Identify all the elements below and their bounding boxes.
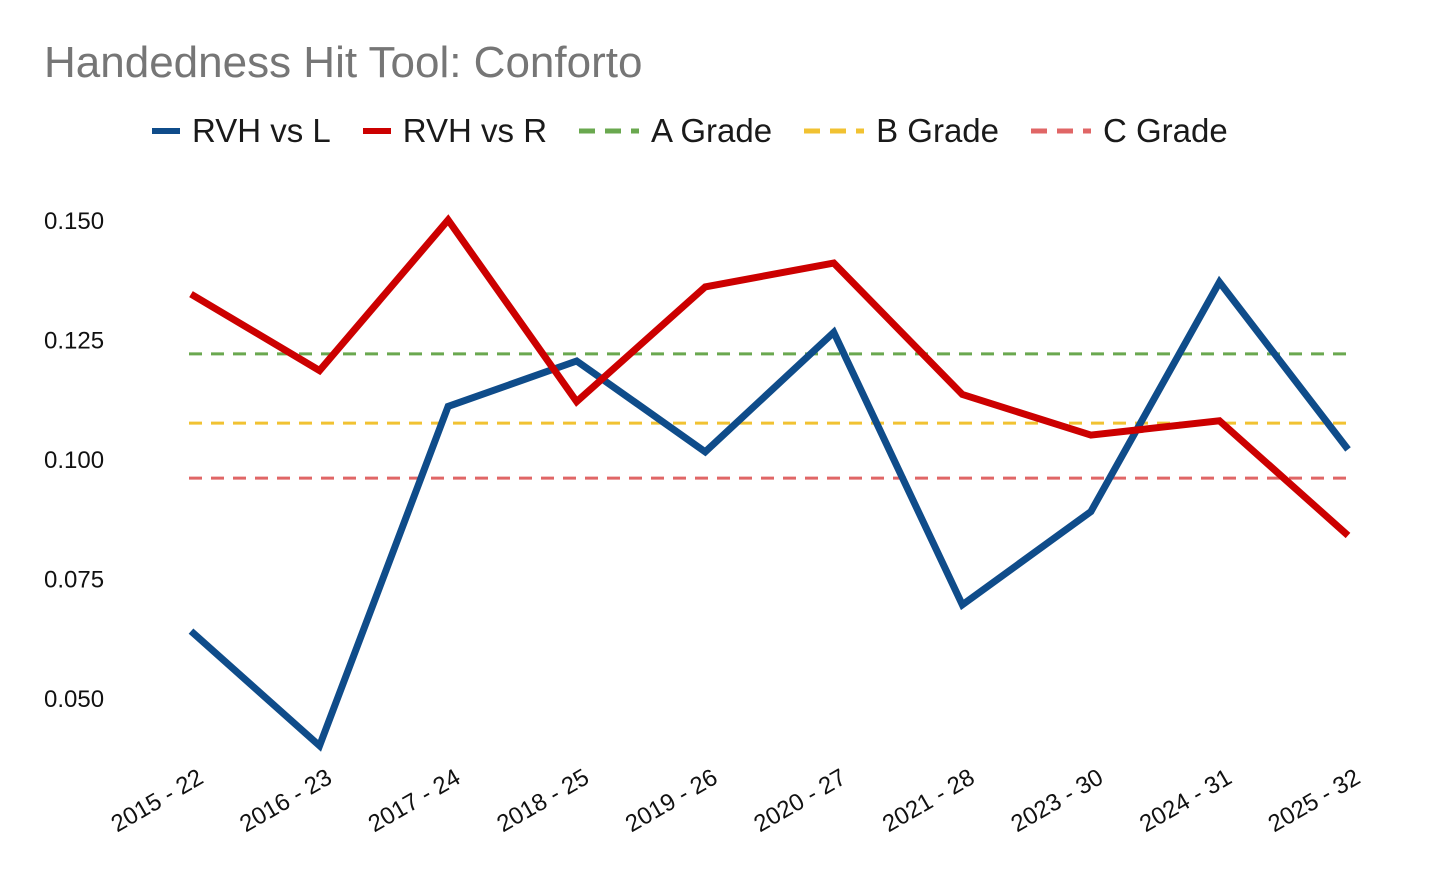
- legend-label-a-grade: A Grade: [651, 112, 773, 149]
- x-tick-label: 2017 - 24: [364, 764, 465, 838]
- chart-title: Handedness Hit Tool: Conforto: [44, 38, 643, 87]
- x-tick-label: 2023 - 30: [1007, 764, 1108, 838]
- legend-label-b-grade: B Grade: [876, 112, 1000, 149]
- legend-label-c-grade: C Grade: [1103, 112, 1228, 149]
- x-tick-label: 2015 - 22: [107, 764, 208, 838]
- y-tick-label: 0.075: [44, 567, 104, 594]
- y-tick-label: 0.050: [44, 686, 104, 713]
- y-tick-label: 0.125: [44, 328, 104, 355]
- legend-swatch-rvh-vs-r: [362, 128, 391, 134]
- x-tick-label: 2019 - 26: [621, 764, 722, 838]
- x-tick-label: 2016 - 23: [235, 764, 336, 838]
- legend: RVH vs L RVH vs R A Grade B Grade C Grad…: [150, 112, 1258, 150]
- legend-swatch-a-grade: [579, 128, 640, 134]
- x-tick-label: 2025 - 32: [1264, 764, 1365, 838]
- x-tick-label: 2021 - 28: [878, 764, 979, 838]
- series-line-rvh-vs-r: [189, 214, 1351, 539]
- legend-swatch-c-grade: [1031, 128, 1092, 134]
- y-tick-label: 0.100: [44, 447, 104, 474]
- series-line-rvh-vs-l: [188, 275, 1351, 752]
- legend-item-b-grade: B Grade: [802, 112, 999, 150]
- legend-item-a-grade: A Grade: [577, 112, 772, 150]
- legend-item-c-grade: C Grade: [1029, 112, 1228, 150]
- x-tick-label: 2024 - 31: [1135, 764, 1236, 838]
- legend-label-rvh-vs-r: RVH vs R: [402, 112, 548, 149]
- legend-swatch-rvh-vs-l: [152, 128, 180, 134]
- legend-item-rvh-vs-r: RVH vs R: [361, 112, 547, 150]
- legend-item-rvh-vs-l: RVH vs L: [150, 112, 331, 150]
- legend-swatch-b-grade: [804, 128, 865, 134]
- x-tick-label: 2018 - 25: [492, 764, 593, 838]
- legend-label-rvh-vs-l: RVH vs L: [192, 112, 331, 149]
- y-tick-label: 0.150: [44, 208, 104, 235]
- x-tick-label: 2020 - 27: [749, 764, 850, 838]
